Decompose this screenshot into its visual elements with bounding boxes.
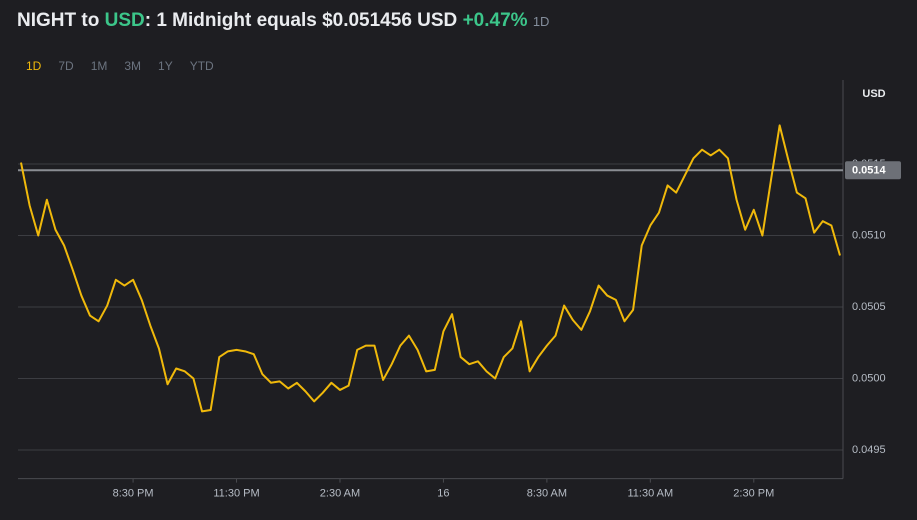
range-button[interactable]: 7D	[58, 59, 74, 73]
x-tick-label: 8:30 AM	[527, 488, 567, 500]
x-tick-label: 11:30 PM	[213, 488, 259, 500]
y-tick-label: 0.0500	[852, 372, 886, 384]
current-price-box	[845, 161, 901, 180]
title-part: NIGHT to	[17, 10, 100, 31]
y-tick-label: 0.0495	[852, 444, 886, 456]
x-tick-label: 2:30 AM	[320, 488, 360, 500]
range-button[interactable]: 3M	[124, 59, 142, 73]
range-button[interactable]: YTD	[189, 59, 214, 73]
x-tick-label: 11:30 AM	[628, 488, 674, 500]
y-tick-label: 0.0505	[852, 301, 886, 313]
title-part: : 1 Midnight equals $0.051456 USD	[144, 10, 458, 31]
title: NIGHT to USD: 1 Midnight equals $0.05145…	[17, 10, 549, 32]
title-change: +0.47%	[462, 10, 528, 31]
x-tick-label: 2:30 PM	[733, 488, 774, 500]
range-buttons: 1D 7D 1M 3M 1Y YTD	[26, 59, 231, 73]
y-tick-label: 0.0510	[852, 229, 886, 241]
y-axis-label: USD	[862, 88, 885, 100]
price-line	[20, 124, 841, 413]
range-button[interactable]: 1M	[90, 59, 108, 73]
range-button[interactable]: 1Y	[158, 59, 173, 73]
x-tick-label: 8:30 PM	[113, 488, 154, 500]
x-tick-label: 16	[437, 488, 449, 500]
title-period: 1D	[532, 14, 550, 29]
title-part: USD	[104, 10, 145, 31]
range-button[interactable]: 1D	[26, 59, 42, 73]
current-price-label: 0.0514	[852, 165, 887, 177]
